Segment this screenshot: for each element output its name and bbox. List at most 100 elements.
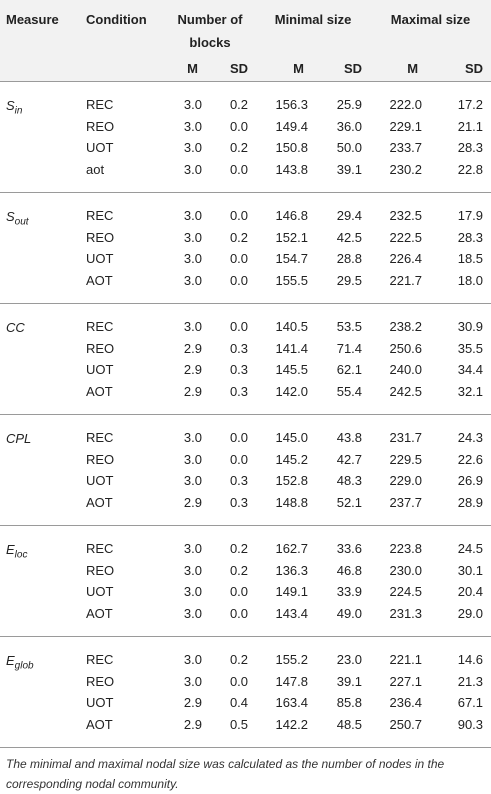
- header-sd: SD: [229, 60, 249, 76]
- blocks-sd-cell: 0.5: [229, 716, 249, 732]
- minimal-sd-cell: 46.8: [336, 562, 363, 578]
- condition-cell: AOT: [86, 716, 113, 732]
- blocks-m-cell: 3.0: [183, 541, 202, 557]
- maximal-sd-cell: 17.9: [457, 208, 484, 224]
- measure-cell: CC: [0, 304, 80, 415]
- maximal-m-cell: 229.1: [389, 118, 423, 134]
- minimal-m-cell: 143.8: [275, 161, 309, 177]
- minimal-m-cell: 149.4: [275, 118, 309, 134]
- blocks-sd-cell: 0.0: [229, 430, 249, 446]
- maximal-m-cell: 238.2: [389, 319, 423, 335]
- blocks-sd-cell: 0.0: [229, 208, 249, 224]
- header-minimal-size: Minimal size: [274, 12, 352, 27]
- measure-name: S: [6, 209, 15, 224]
- table-row: REO 3.0 0.0 149.4 36.0 229.1 21.1: [0, 116, 491, 138]
- table-row: REO 3.0 0.0 147.8 39.1 227.1 21.3: [0, 671, 491, 693]
- maximal-m-cell: 226.4: [389, 251, 423, 267]
- maximal-m-cell: 231.7: [389, 430, 423, 446]
- blocks-m-cell: 3.0: [183, 161, 202, 177]
- minimal-m-cell: 162.7: [275, 541, 309, 557]
- maximal-m-cell: 232.5: [389, 208, 423, 224]
- table-row: UOT 3.0 0.2 150.8 50.0 233.7 28.3: [0, 137, 491, 159]
- maximal-m-cell: 250.7: [389, 716, 423, 732]
- maximal-m-cell: 233.7: [389, 140, 423, 156]
- maximal-m-cell: 221.7: [389, 272, 423, 288]
- maximal-m-cell: 231.3: [389, 605, 423, 621]
- table-row: UOT 3.0 0.0 154.7 28.8 226.4 18.5: [0, 248, 491, 270]
- blocks-m-cell: 2.9: [183, 695, 202, 711]
- maximal-sd-cell: 18.0: [457, 272, 484, 288]
- minimal-m-cell: 155.2: [275, 652, 309, 668]
- minimal-m-cell: 148.8: [275, 494, 309, 510]
- blocks-sd-cell: 0.0: [229, 161, 249, 177]
- minimal-m-cell: 156.3: [275, 97, 309, 113]
- minimal-m-cell: 142.2: [275, 716, 309, 732]
- measure-name: E: [6, 542, 15, 557]
- minimal-sd-cell: 23.0: [336, 652, 363, 668]
- condition-cell: REO: [86, 340, 115, 356]
- condition-cell: REO: [86, 229, 115, 245]
- minimal-m-cell: 145.2: [275, 451, 309, 467]
- minimal-sd-cell: 25.9: [336, 97, 363, 113]
- maximal-sd-cell: 21.3: [457, 673, 484, 689]
- minimal-m-cell: 149.1: [275, 584, 309, 600]
- blocks-sd-cell: 0.2: [229, 97, 249, 113]
- blocks-m-cell: 3.0: [183, 140, 202, 156]
- blocks-sd-cell: 0.0: [229, 451, 249, 467]
- blocks-sd-cell: 0.3: [229, 340, 249, 356]
- minimal-sd-cell: 55.4: [336, 383, 363, 399]
- minimal-sd-cell: 62.1: [336, 362, 363, 378]
- blocks-m-cell: 3.0: [183, 451, 202, 467]
- table-row: AOT 3.0 0.0 155.5 29.5 221.7 18.0: [0, 270, 491, 304]
- maximal-sd-cell: 28.9: [457, 494, 484, 510]
- table-row: REO 2.9 0.3 141.4 71.4 250.6 35.5: [0, 338, 491, 360]
- minimal-m-cell: 154.7: [275, 251, 309, 267]
- minimal-m-cell: 142.0: [275, 383, 309, 399]
- table-row: AOT 2.9 0.5 142.2 48.5 250.7 90.3: [0, 714, 491, 748]
- minimal-sd-cell: 29.5: [336, 272, 363, 288]
- header-maximal-size: Maximal size: [390, 12, 471, 27]
- table-body: Sin REC 3.0 0.2 156.3 25.9 222.0 17.2 REO 3.0 0.0 1…: [0, 82, 491, 748]
- maximal-m-cell: 229.5: [389, 451, 423, 467]
- maximal-sd-cell: 67.1: [457, 695, 484, 711]
- maximal-sd-cell: 30.1: [457, 562, 484, 578]
- minimal-sd-cell: 39.1: [336, 161, 363, 177]
- table-row: AOT 2.9 0.3 148.8 52.1 237.7 28.9: [0, 492, 491, 526]
- condition-cell: AOT: [86, 494, 113, 510]
- measure-subscript: out: [14, 216, 29, 228]
- results-table: Measure Condition Number of blocks Minim…: [0, 0, 491, 748]
- minimal-sd-cell: 39.1: [336, 673, 363, 689]
- minimal-sd-cell: 85.8: [336, 695, 363, 711]
- condition-cell: aot: [86, 161, 105, 177]
- maximal-m-cell: 230.0: [389, 562, 423, 578]
- maximal-m-cell: 222.0: [389, 97, 423, 113]
- minimal-sd-cell: 42.5: [336, 229, 363, 245]
- table-row: UOT 3.0 0.3 152.8 48.3 229.0 26.9: [0, 470, 491, 492]
- condition-cell: UOT: [86, 140, 114, 156]
- condition-cell: UOT: [86, 473, 114, 489]
- header-m: M: [407, 60, 419, 76]
- minimal-sd-cell: 48.5: [336, 716, 363, 732]
- maximal-sd-cell: 35.5: [457, 340, 484, 356]
- maximal-sd-cell: 22.6: [457, 451, 484, 467]
- minimal-m-cell: 146.8: [275, 208, 309, 224]
- maximal-m-cell: 227.1: [389, 673, 423, 689]
- table-row: Sout REC 3.0 0.0 146.8 29.4 232.5 17.9: [0, 193, 491, 227]
- blocks-sd-cell: 0.4: [229, 695, 249, 711]
- maximal-sd-cell: 24.3: [457, 430, 484, 446]
- minimal-m-cell: 147.8: [275, 673, 309, 689]
- minimal-m-cell: 145.0: [275, 430, 309, 446]
- header-condition: Condition: [86, 12, 147, 27]
- maximal-m-cell: 223.8: [389, 541, 423, 557]
- blocks-sd-cell: 0.2: [229, 229, 249, 245]
- maximal-sd-cell: 28.3: [457, 229, 484, 245]
- blocks-m-cell: 2.9: [183, 716, 202, 732]
- blocks-m-cell: 3.0: [183, 251, 202, 267]
- minimal-sd-cell: 36.0: [336, 118, 363, 134]
- blocks-sd-cell: 0.2: [229, 652, 249, 668]
- maximal-sd-cell: 26.9: [457, 473, 484, 489]
- condition-cell: UOT: [86, 584, 114, 600]
- maximal-m-cell: 240.0: [389, 362, 423, 378]
- minimal-sd-cell: 43.8: [336, 430, 363, 446]
- condition-cell: REC: [86, 430, 114, 446]
